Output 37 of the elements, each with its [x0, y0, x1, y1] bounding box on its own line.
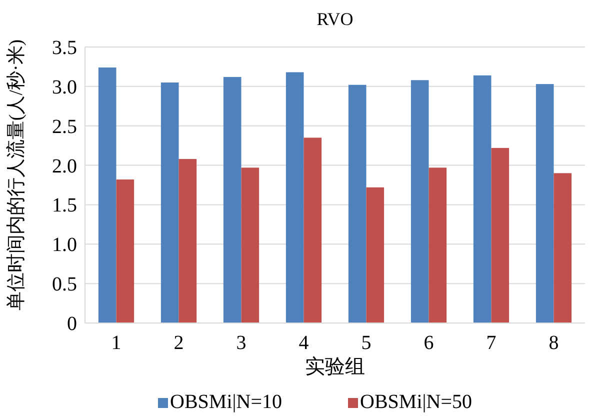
legend-label: OBSMi|N=50	[360, 391, 472, 413]
x-tick-label: 8	[548, 332, 559, 354]
bar	[116, 179, 134, 323]
chart-title: RVO	[316, 9, 354, 29]
bar	[98, 68, 116, 323]
bar	[554, 173, 572, 323]
bar	[410, 80, 429, 323]
bar	[223, 76, 242, 323]
bar	[304, 138, 322, 323]
y-tick-label: 2.0	[52, 155, 77, 178]
y-tick-label: 3.0	[52, 76, 77, 98]
y-tick-label: 0	[67, 313, 77, 335]
y-tick-label: 0.5	[52, 274, 77, 296]
legend-label: OBSMi|N=10	[170, 391, 282, 413]
x-tick-label: 3	[236, 332, 246, 354]
bar	[473, 75, 492, 323]
y-tick-label: 3.5	[52, 37, 77, 59]
bar	[178, 158, 197, 323]
bar	[536, 84, 554, 323]
x-tick-label: 4	[298, 332, 309, 354]
bar	[428, 168, 447, 323]
x-tick-label: 2	[174, 332, 184, 354]
y-tick-label: 1.0	[52, 234, 77, 256]
bar	[348, 84, 366, 323]
y-tick-label: 2.5	[52, 116, 77, 138]
x-tick-label: 7	[486, 332, 496, 354]
bar	[241, 168, 260, 323]
y-axis-title: 单位时间内的行人流量(人/秒·米)	[5, 39, 27, 311]
y-tick-label: 1.5	[52, 194, 77, 217]
bar	[366, 187, 384, 323]
x-tick-label: 5	[361, 332, 372, 354]
x-tick-label: 6	[424, 332, 434, 354]
bar	[160, 82, 179, 323]
bar	[286, 72, 304, 323]
x-axis-title: 实验组	[305, 356, 365, 378]
bar	[491, 148, 510, 323]
x-tick-label: 1	[111, 332, 122, 354]
